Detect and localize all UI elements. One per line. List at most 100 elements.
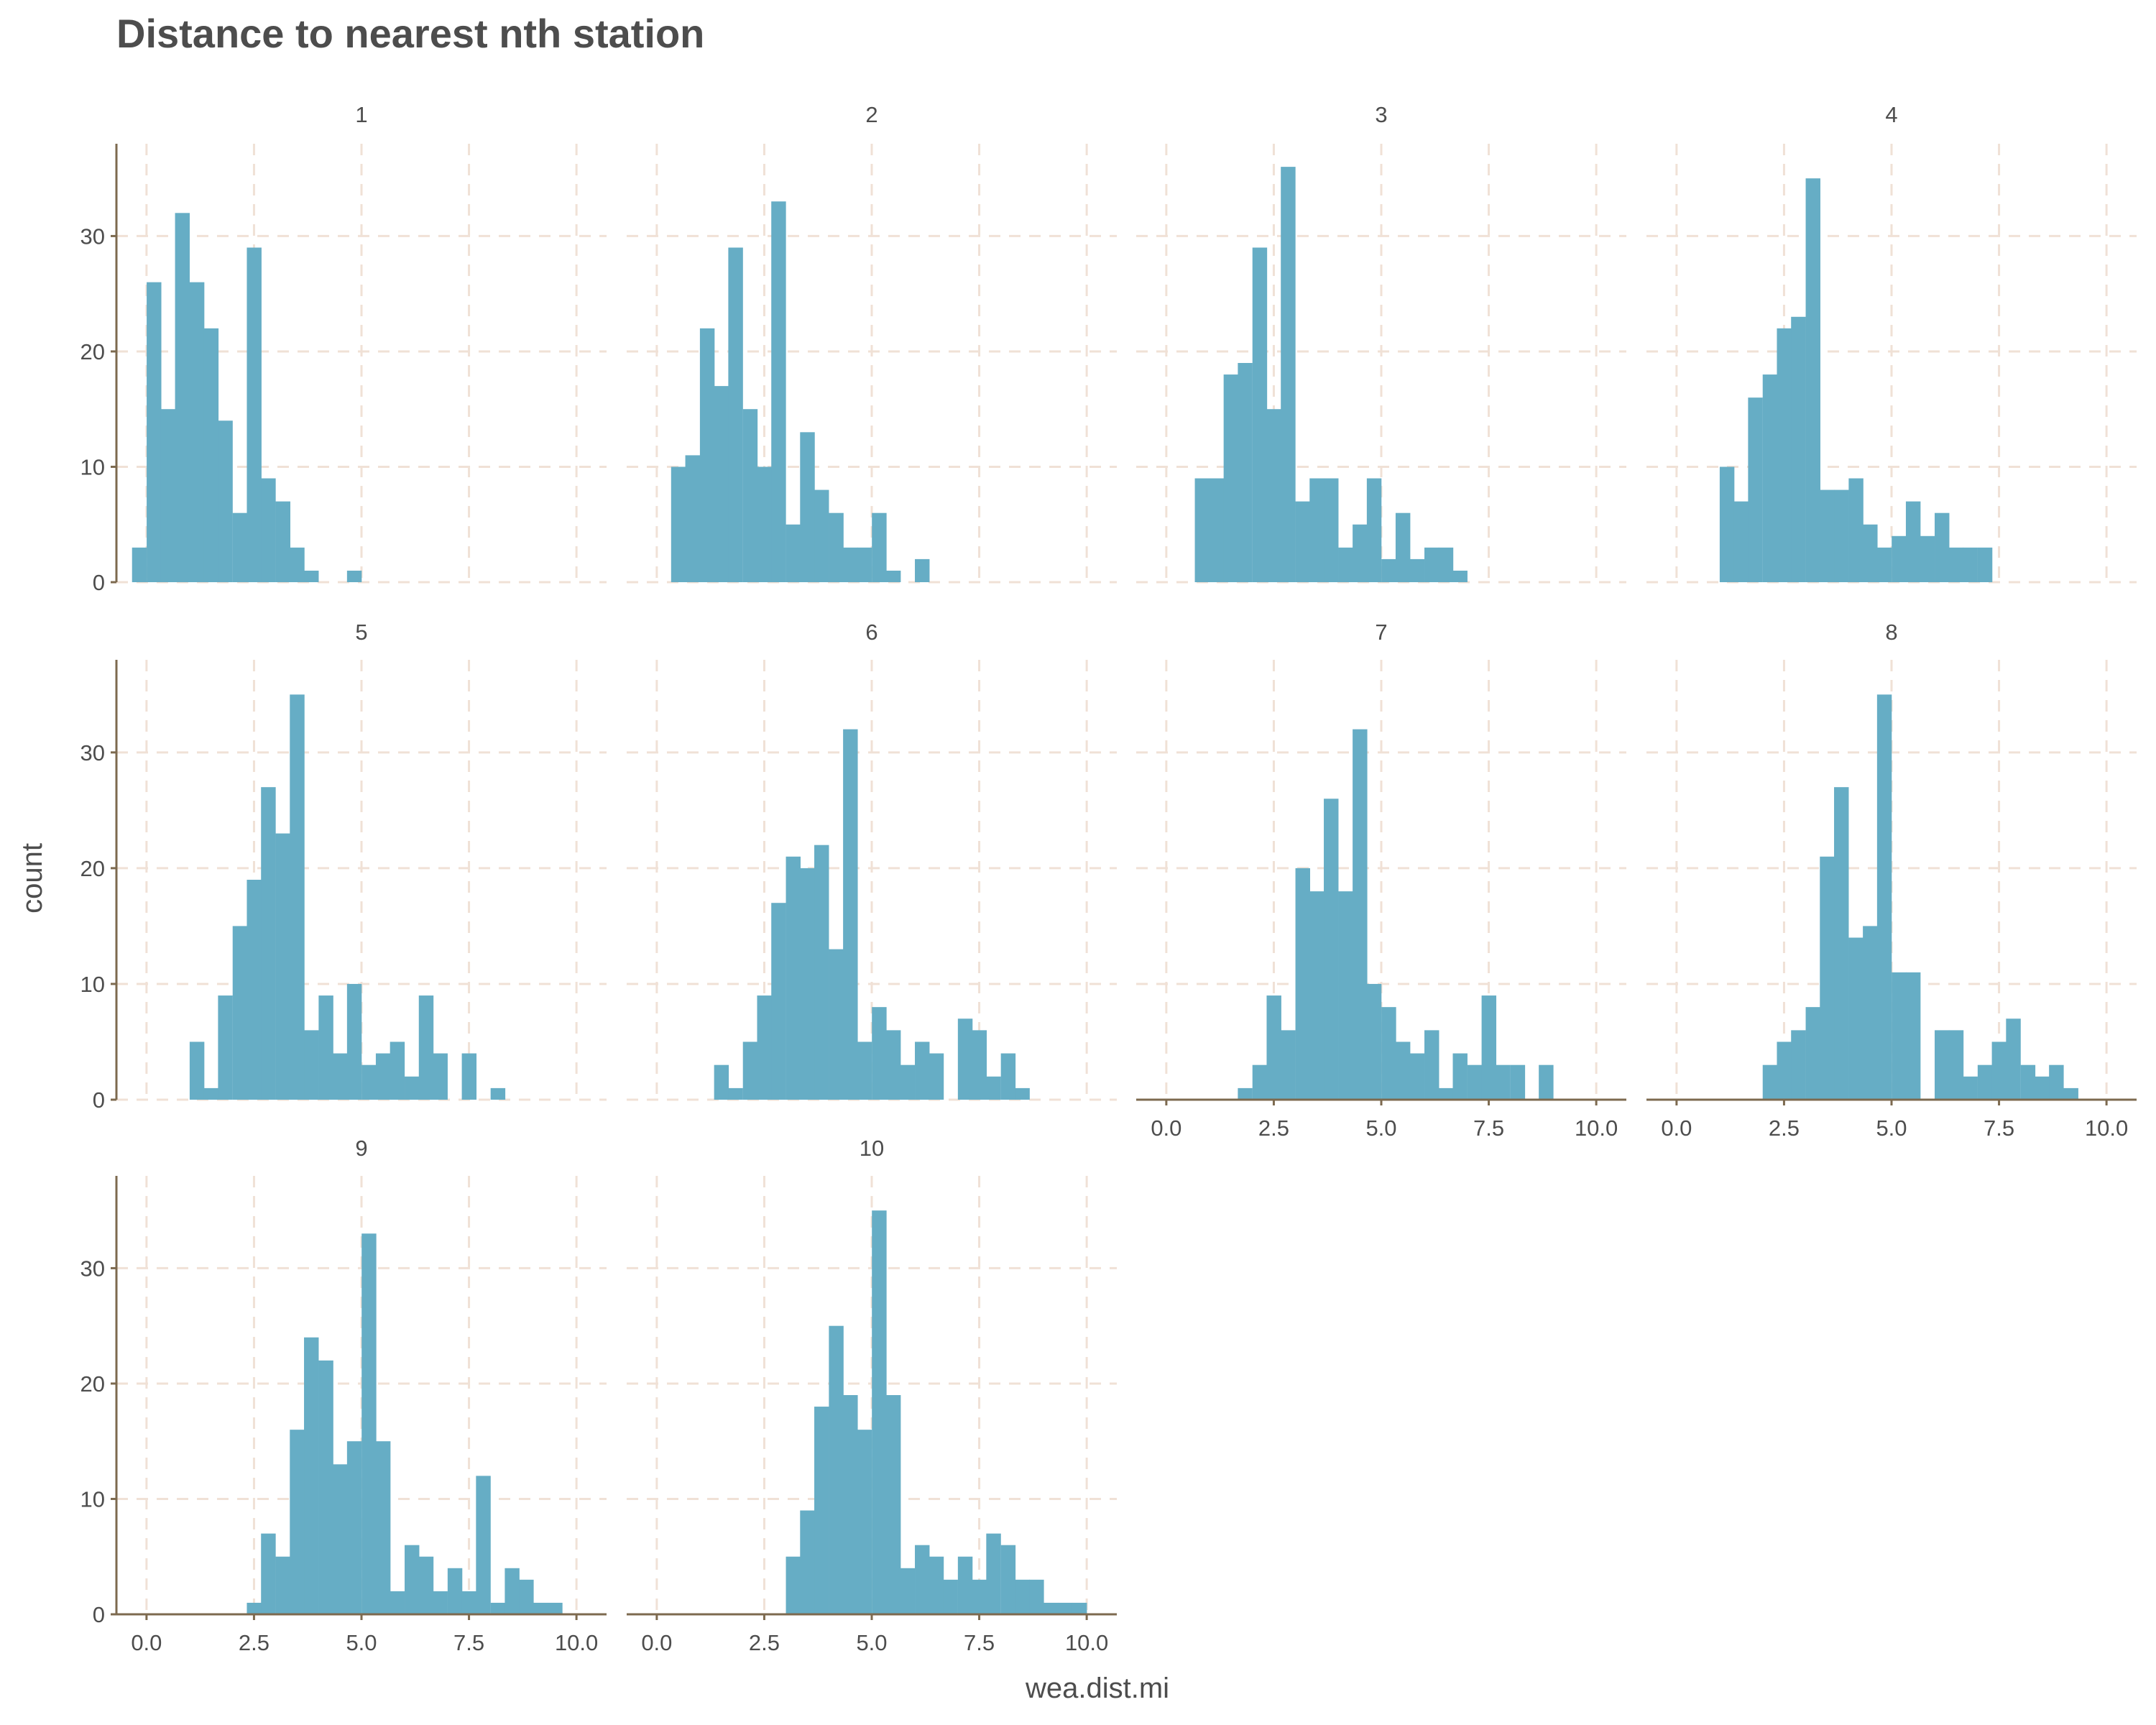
histogram-bar bbox=[346, 570, 362, 582]
histogram-bar bbox=[375, 1053, 391, 1100]
histogram-bar bbox=[1353, 729, 1368, 1100]
histogram-bar bbox=[1876, 547, 1892, 582]
y-tick-label: 10 bbox=[80, 972, 105, 997]
chart-title: Distance to nearest nth station bbox=[116, 11, 704, 56]
histogram-bar bbox=[1395, 512, 1411, 582]
histogram-bar bbox=[1295, 501, 1310, 582]
histogram-bar bbox=[915, 1041, 930, 1100]
y-tick-label: 30 bbox=[80, 224, 105, 249]
histogram-bar bbox=[742, 1041, 758, 1100]
histogram-bar bbox=[986, 1533, 1001, 1614]
histogram-bar bbox=[786, 524, 801, 582]
histogram-bar bbox=[2020, 1064, 2036, 1100]
histogram-bar bbox=[814, 845, 829, 1100]
histogram-bar bbox=[929, 1053, 944, 1100]
histogram-bar bbox=[757, 466, 772, 582]
x-axis-title: wea.dist.mi bbox=[1025, 1673, 1169, 1704]
histogram-bar bbox=[1510, 1064, 1526, 1100]
histogram-bar bbox=[232, 512, 248, 582]
histogram-bar bbox=[1905, 972, 1921, 1100]
x-tick-label: 5.0 bbox=[856, 1630, 887, 1655]
y-tick-label: 20 bbox=[80, 1371, 105, 1397]
histogram-bar bbox=[1266, 995, 1281, 1100]
y-tick-label: 10 bbox=[80, 454, 105, 479]
histogram-bar bbox=[771, 903, 786, 1100]
histogram-bar bbox=[814, 489, 829, 582]
histogram-bar bbox=[857, 547, 872, 582]
histogram-bar bbox=[2035, 1076, 2050, 1100]
histogram-bar bbox=[1381, 558, 1396, 582]
histogram-bar bbox=[447, 1568, 463, 1614]
histogram-bar bbox=[375, 1441, 391, 1614]
histogram-bar bbox=[1820, 489, 1835, 582]
x-tick-label: 7.5 bbox=[964, 1630, 995, 1655]
histogram-bar bbox=[304, 1337, 319, 1614]
histogram-bar bbox=[1238, 1087, 1253, 1100]
histogram-bar bbox=[548, 1602, 563, 1614]
histogram-bar bbox=[333, 1464, 348, 1614]
histogram-bar bbox=[218, 420, 233, 582]
histogram-bar bbox=[986, 1076, 1001, 1100]
y-axis-title: count bbox=[17, 843, 48, 914]
facet-label: 4 bbox=[1885, 102, 1897, 127]
histogram-bar bbox=[843, 1395, 858, 1614]
histogram-bar bbox=[1409, 558, 1425, 582]
histogram-bar bbox=[261, 787, 276, 1100]
histogram-bar bbox=[390, 1591, 405, 1614]
histogram-bar bbox=[1977, 1064, 1993, 1100]
facet-label: 2 bbox=[865, 102, 877, 127]
histogram-bar bbox=[900, 1568, 916, 1614]
histogram-bar bbox=[1905, 501, 1921, 582]
histogram-bar bbox=[318, 995, 333, 1100]
facet-label: 5 bbox=[355, 620, 367, 645]
histogram-bar bbox=[1309, 891, 1325, 1100]
facet-panel-4: 4 bbox=[1646, 102, 2137, 584]
facet-panel-9: 9 0 10 20 30 0.0 2.5 5.0 7.5 10.0 bbox=[80, 1136, 607, 1655]
histogram-bar bbox=[519, 1579, 534, 1614]
histogram-bar bbox=[1015, 1579, 1030, 1614]
histogram-bar bbox=[275, 833, 290, 1100]
histogram-bar bbox=[1963, 547, 1978, 582]
histogram-bar bbox=[346, 983, 362, 1100]
histogram-bar bbox=[1762, 1064, 1778, 1100]
facet-label: 8 bbox=[1885, 620, 1897, 645]
histogram-bar bbox=[405, 1545, 420, 1614]
histogram-bar bbox=[1438, 547, 1454, 582]
histogram-bar bbox=[304, 1030, 319, 1100]
histogram-bar bbox=[1324, 478, 1339, 582]
histogram-bar bbox=[1791, 316, 1806, 582]
histogram-bar bbox=[433, 1591, 448, 1614]
histogram-bar bbox=[390, 1041, 405, 1100]
histogram-bar bbox=[2049, 1064, 2064, 1100]
histogram-bar bbox=[1044, 1602, 1059, 1614]
histogram-bar bbox=[247, 880, 262, 1100]
histogram-bar bbox=[1381, 1007, 1396, 1100]
histogram-bar bbox=[1324, 799, 1339, 1100]
histogram-bar bbox=[1948, 547, 1964, 582]
histogram-bar bbox=[1000, 1053, 1016, 1100]
x-tick-label: 10.0 bbox=[555, 1630, 598, 1655]
histogram-bar bbox=[418, 995, 434, 1100]
histogram-bar bbox=[1252, 1064, 1268, 1100]
histogram-bar bbox=[318, 1360, 333, 1614]
histogram-bar bbox=[1072, 1602, 1087, 1614]
histogram-bar bbox=[1977, 547, 1993, 582]
histogram-bar bbox=[1015, 1087, 1030, 1100]
histogram-bar bbox=[275, 1556, 290, 1614]
histogram-bar bbox=[1338, 547, 1353, 582]
x-tick-label: 2.5 bbox=[239, 1630, 270, 1655]
histogram-bar bbox=[1863, 524, 1878, 582]
histogram-bar bbox=[857, 1041, 872, 1100]
histogram-bar bbox=[533, 1602, 548, 1614]
facet-panel-5: 5 0 10 20 30 bbox=[80, 620, 607, 1113]
histogram-bar bbox=[232, 926, 248, 1100]
histogram-bar bbox=[1920, 535, 1935, 582]
histogram-bar bbox=[814, 1407, 829, 1614]
facet-label: 3 bbox=[1375, 102, 1387, 127]
histogram-bar bbox=[771, 201, 786, 582]
x-tick-label: 7.5 bbox=[1473, 1116, 1504, 1141]
histogram-bar bbox=[1266, 409, 1281, 582]
histogram-bar bbox=[505, 1568, 520, 1614]
histogram-bar bbox=[346, 1441, 362, 1614]
